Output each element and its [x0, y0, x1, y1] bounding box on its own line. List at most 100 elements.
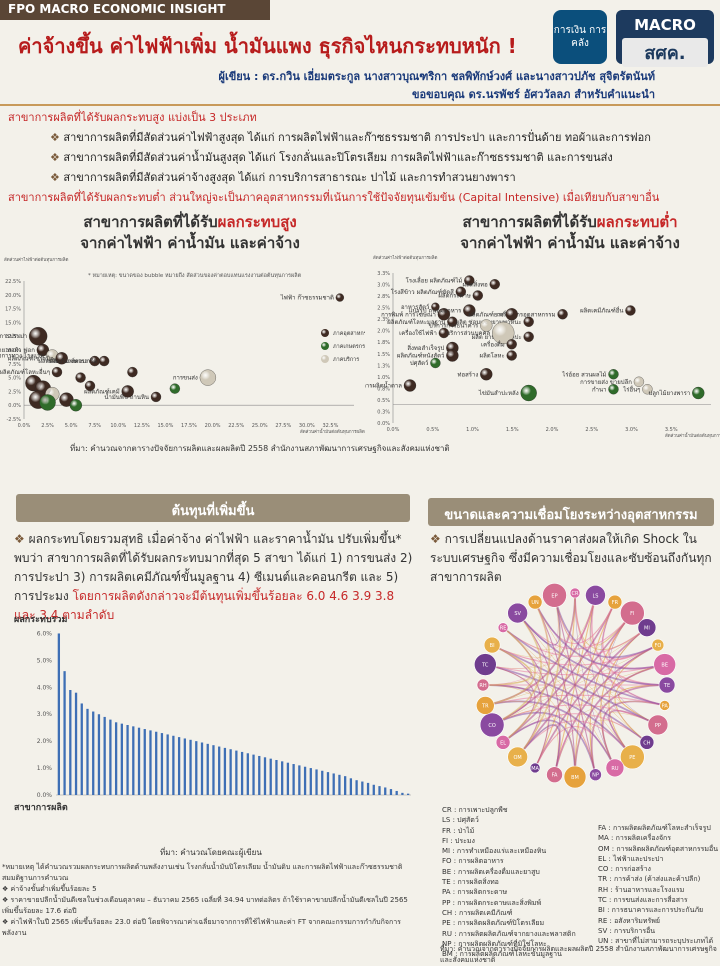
legend-entry: PE : การผลิตผลิตภัณฑ์ปิโตรเลียม: [442, 919, 545, 928]
network-node: [637, 618, 657, 637]
bubble: [489, 279, 500, 290]
acknowledgement: ขอขอบคุณ ดร.นรพัชร์ อัศววัลลภ สำหรับคำแน…: [411, 88, 655, 101]
scatter-high-title: สาขาการผลิตที่ได้รับผลกระทบสูง จากค่าไฟฟ…: [40, 212, 340, 254]
x-axis-label: สัดส่วนค่าน้ำมันต่อต้นทุนการผลิต: [665, 432, 720, 439]
note-line: ❖ ราคาขายปลีกน้ำมันดีเซลในช่วงเดือนตุลาค…: [2, 896, 408, 915]
legend-entry: BI : การธนาคารและการประกันภัย: [598, 906, 704, 915]
legend-entry: OM : การผลิตผลิตภัณฑ์อุตสาหกรรมอื่น: [598, 844, 719, 853]
network-node-label: SV: [514, 611, 521, 617]
network-edge: [482, 595, 559, 686]
network-node-label: TR: [481, 703, 489, 709]
legend-entry: SV : การบริการอื่น: [598, 926, 656, 935]
y-tick-label: 3.0%: [37, 711, 53, 718]
network-node-label: PA: [662, 703, 669, 709]
y-tick-label: 1.0%: [377, 375, 390, 381]
note-line-text: ราคาขายปลีกน้ำมันดีเซลในช่วงเดือนตุลาคม …: [2, 896, 408, 915]
authors: ผู้เขียน : ดร.กวิน เอี่ยมตระกูล นางสาวบุ…: [218, 70, 655, 83]
legend-entry: UN : สาขาที่ไม่สามารถระบุประเภทได้: [598, 937, 714, 946]
network-node-label: CO: [488, 723, 495, 729]
y-tick-label: 2.0%: [377, 329, 390, 335]
network-edge: [502, 627, 648, 657]
legend-entry: MI : การทำเหมืองแร่และเหมืองหิน: [442, 847, 547, 856]
y-tick-label: 2.3%: [377, 317, 390, 323]
network-node-label: EP: [551, 593, 557, 599]
bar: [321, 770, 324, 795]
legend-label: ภาคอุตสาหกรรม: [333, 330, 365, 337]
y-tick-label: 22.5%: [5, 279, 21, 285]
network-node: [639, 735, 655, 750]
network-node: [607, 594, 623, 610]
y-axis-label: สัดส่วนค่าไฟฟ้าต่อต้นทุนการผลิต: [4, 257, 68, 263]
bubble: [463, 304, 476, 317]
bubble-label: ผลิตภัณฑ์หนังสัตว์: [397, 352, 445, 360]
network-node: [569, 587, 581, 599]
legend-entry: RH : ร้านอาหารและโรงแรม: [598, 885, 685, 894]
x-tick-label: 15.0%: [157, 423, 173, 429]
divider: [0, 104, 720, 106]
bubble: [75, 372, 86, 383]
network-node: [653, 653, 676, 676]
x-tick-label: 0.5%: [426, 427, 439, 433]
x-tick-label: 3.0%: [625, 427, 638, 433]
intro-bullet: สาขาการผลิตที่มีสัดส่วนค่าจ้างสูงสุด ได้…: [8, 168, 714, 188]
y-tick-label: 0.5%: [377, 398, 390, 404]
scatter-source: ที่มา: คำนวณจากตารางปัจจัยการผลิตและผลผล…: [70, 444, 450, 453]
network-node-label: MI: [644, 626, 650, 632]
bubble-label: ปั่นด้าย ทอผ้า ฟอก: [0, 346, 35, 354]
network-node-label: PE: [629, 755, 635, 761]
legend-entry: LS : ปศุสัตว์: [442, 816, 479, 825]
network-node: [527, 594, 543, 610]
y-tick-label: 7.5%: [8, 362, 21, 368]
x-tick-label: 2.5%: [41, 423, 54, 429]
legend-entry: BE : การผลิตเครื่องดื่มและยาสูบ: [442, 867, 540, 876]
intro-bullet: สาขาการผลิตที่มีสัดส่วนค่าน้ำมันสูงสุด ไ…: [8, 148, 714, 168]
x-tick-label: 2.0%: [546, 427, 559, 433]
y-tick-label: 1.8%: [377, 340, 390, 346]
bar: [223, 747, 227, 795]
bar: [344, 776, 347, 795]
legend-entry: RU : การผลิตผลิตภัณฑ์จากยางและพลาสติก: [442, 929, 576, 938]
network-node: [476, 678, 490, 692]
bar: [86, 708, 89, 795]
bar: [303, 766, 307, 795]
network-node: [542, 583, 567, 608]
network-node-label: BI: [490, 643, 495, 649]
macro-logo-top: MACRO: [634, 16, 696, 34]
x-tick-label: 17.5%: [181, 423, 197, 429]
network-node: [546, 766, 563, 783]
network-node-label: FO: [654, 643, 661, 649]
bubble: [633, 376, 645, 387]
bar: [200, 742, 204, 795]
bubble-label: ท่อสร้าง: [458, 371, 479, 378]
bubble-label: ปลูกไม้ยางพารา: [648, 389, 690, 397]
y-tick-label: 17.5%: [5, 307, 21, 313]
x-axis-label: สาขาการผลิต: [14, 802, 68, 813]
note-line: ❖ ค่าไฟฟ้าในปี 2565 เพิ่มขึ้นร้อยละ 23.0…: [2, 918, 401, 937]
bubble-label: บริการการธนาคาร: [429, 323, 479, 330]
fiscal-logo: การเงิน การคลัง: [553, 10, 607, 64]
bubble-label: การพิมพ์ การโฆษณา: [381, 310, 436, 318]
bubble-label: เครื่องจักรอุตสาหกรรม: [497, 310, 556, 318]
bar: [258, 755, 261, 795]
scatter-high-title-line2: จากค่าไฟฟ้า ค่าน้ำมัน และค่าจ้าง: [80, 234, 300, 252]
bar: [74, 692, 78, 795]
legend-entry: CO : การก่อสร้าง: [598, 865, 651, 874]
bubble: [403, 379, 417, 392]
y-tick-label: 1.0%: [37, 765, 53, 772]
bar: [97, 714, 101, 795]
bubble: [39, 394, 56, 411]
network-edge: [554, 595, 658, 726]
x-tick-label: 7.5%: [88, 423, 101, 429]
bar-source: ที่มา: คำนวณโดยคณะผู้เขียน: [160, 848, 262, 857]
network-node-label: TC: [481, 663, 489, 669]
bar: [355, 780, 358, 795]
y-tick-label: 0.0%: [8, 403, 21, 409]
legend-entry: CH : การผลิตเคมีภัณฑ์: [442, 908, 513, 917]
bubble: [55, 352, 68, 365]
network-node-label: NP: [592, 773, 599, 779]
bubble-label: ไข่มันสำปะหลัง: [478, 389, 519, 397]
bubble: [437, 308, 451, 321]
bar: [389, 789, 393, 795]
bubble-label: การผลิตน้ำตาล: [365, 380, 402, 390]
scatter-high-title-pre: สาขาการผลิตที่ได้รับ: [83, 213, 218, 231]
